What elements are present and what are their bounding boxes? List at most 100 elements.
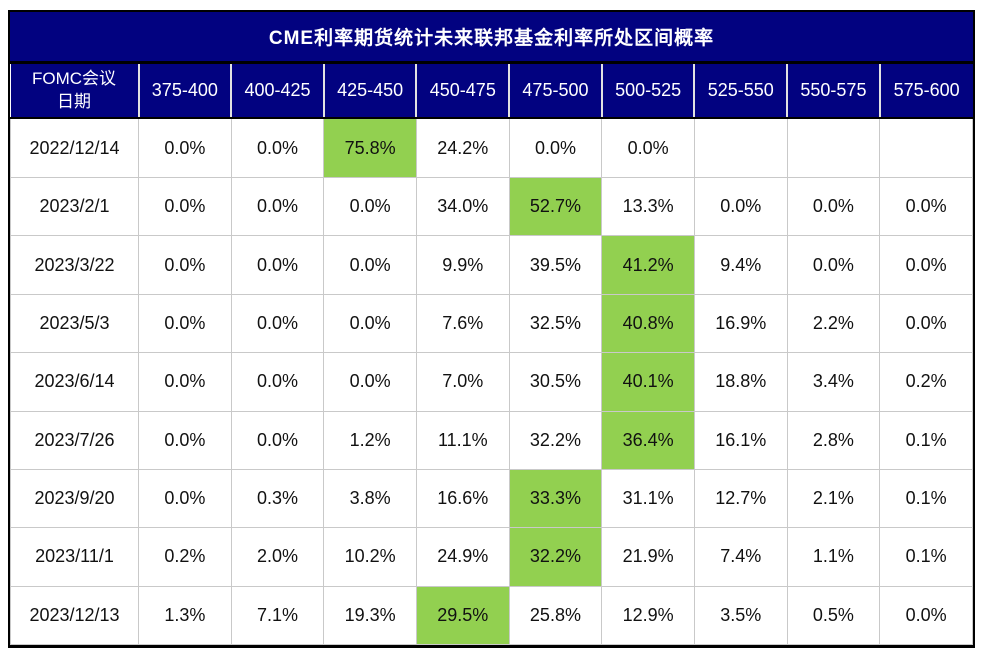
probability-cell: 0.0% [601,117,695,179]
table-row: 2023/7/26 0.0% 0.0% 1.2% 11.1% 32.2% 36.4% 16.1… [10,410,973,470]
date-cell: 2023/11/1 [10,527,139,587]
probability-cell: 7.0% [415,352,510,412]
table-body: 2022/12/14 0.0% 0.0% 75.8% 24.2% 0.0% 0.0% 2023… [10,117,973,646]
probability-cell: 32.2% [508,410,603,470]
table-row: 2023/2/1 0.0% 0.0% 0.0% 34.0% 52.7% 13.3% 0.0% 0… [10,177,973,237]
probability-cell: 2.1% [786,468,881,529]
probability-cell: 30.5% [508,352,603,412]
table-row: 2023/5/3 0.0% 0.0% 0.0% 7.6% 32.5% 40.8% 16.9% 2… [10,293,973,354]
probability-cell: 9.9% [415,235,510,295]
probability-cell [879,117,973,179]
probability-cell: 2.0% [230,527,325,587]
probability-cell: 0.0% [230,352,325,412]
probability-cell: 19.3% [323,585,417,646]
date-cell: 2023/3/22 [10,235,139,295]
probability-cell: 9.4% [693,235,788,295]
table-row: 2023/9/20 0.0% 0.3% 3.8% 16.6% 33.3% 31.1% 12.7… [10,468,973,529]
column-header-range: 450-475 [415,64,510,119]
probability-cell: 16.1% [693,410,788,470]
probability-cell: 24.9% [415,527,510,587]
probability-cell: 0.0% [323,293,417,354]
probability-cell [786,117,881,179]
probability-cell: 0.1% [879,468,973,529]
probability-cell: 0.0% [230,293,325,354]
probability-cell: 2.2% [786,293,881,354]
probability-cell: 0.0% [879,177,973,237]
table-row: 2023/12/13 1.3% 7.1% 19.3% 29.5% 25.8% 12.9% 3.… [10,585,973,646]
probability-cell-highlighted: 40.1% [601,352,695,412]
probability-cell: 0.5% [786,585,881,646]
probability-cell-highlighted: 29.5% [415,585,510,646]
column-header-range: 400-425 [230,64,324,119]
table-row: 2023/6/14 0.0% 0.0% 0.0% 7.0% 30.5% 40.1% 18.8%… [10,352,973,412]
probability-cell: 0.0% [138,117,232,179]
probability-cell: 0.0% [323,352,417,412]
probability-cell: 0.0% [138,293,232,354]
probability-cell-highlighted: 32.2% [508,527,603,587]
probability-cell: 0.0% [230,117,325,179]
probability-cell: 24.2% [415,117,510,179]
probability-cell: 11.1% [415,410,510,470]
probability-cell: 1.3% [138,585,232,646]
probability-cell: 0.0% [693,177,788,237]
date-cell: 2023/5/3 [10,293,139,354]
probability-cell: 0.0% [786,177,881,237]
probability-cell: 12.9% [601,585,695,646]
date-cell: 2023/2/1 [10,177,139,237]
date-cell: 2023/9/20 [10,468,139,529]
table-row: 2022/12/14 0.0% 0.0% 75.8% 24.2% 0.0% 0.0% [10,117,973,179]
probability-cell: 3.8% [323,468,417,529]
probability-cell: 0.0% [138,410,232,470]
column-header-fomc-date: FOMC会议 日期 [10,64,139,119]
table-header: FOMC会议 日期 375-400 400-425 425-450 450-475 475… [10,64,973,119]
column-header-range: 375-400 [137,64,232,119]
probability-cell: 0.3% [230,468,325,529]
probability-cell: 16.9% [693,293,788,354]
probability-cell: 0.0% [786,235,881,295]
probability-cell: 25.8% [508,585,603,646]
column-header-range: 550-575 [786,64,880,119]
column-header-range: 575-600 [878,64,973,119]
probability-cell: 0.0% [230,177,325,237]
probability-cell: 3.4% [786,352,881,412]
date-cell: 2023/12/13 [10,585,139,646]
probability-cell-highlighted: 52.7% [508,177,603,237]
table-title: CME利率期货统计未来联邦基金利率所处区间概率 [10,12,973,64]
column-header-range: 425-450 [322,64,417,119]
probability-cell-highlighted: 36.4% [601,410,695,470]
probability-cell [693,117,788,179]
probability-cell: 0.0% [138,177,232,237]
date-cell: 2022/12/14 [10,117,139,179]
probability-cell-highlighted: 40.8% [601,293,695,354]
probability-cell: 7.1% [230,585,325,646]
probability-cell: 0.0% [508,117,603,179]
column-header-range: 525-550 [693,64,788,119]
probability-cell: 1.2% [323,410,417,470]
probability-cell: 0.0% [323,235,417,295]
probability-cell: 0.0% [879,585,973,646]
column-header-range: 475-500 [508,64,602,119]
table-row: 2023/3/22 0.0% 0.0% 0.0% 9.9% 39.5% 41.2% 9.4% 0… [10,235,973,295]
probability-cell: 10.2% [323,527,417,587]
probability-cell: 0.1% [879,410,973,470]
probability-cell: 34.0% [415,177,510,237]
column-header-range: 500-525 [600,64,695,119]
probability-cell: 32.5% [508,293,603,354]
probability-cell: 1.1% [786,527,881,587]
probability-cell: 0.0% [230,235,325,295]
probability-table: FOMC会议 日期 375-400 400-425 425-450 450-475 475… [10,64,973,646]
probability-cell: 0.0% [138,235,232,295]
probability-cell: 7.4% [693,527,788,587]
probability-cell: 3.5% [693,585,788,646]
probability-cell: 2.8% [786,410,881,470]
header-row: FOMC会议 日期 375-400 400-425 425-450 450-475 475… [10,64,973,119]
probability-cell: 39.5% [508,235,603,295]
date-cell: 2023/7/26 [10,410,139,470]
probability-cell: 0.0% [879,293,973,354]
probability-cell: 0.1% [879,527,973,587]
probability-cell: 0.0% [138,468,232,529]
table-row: 2023/11/1 0.2% 2.0% 10.2% 24.9% 32.2% 21.9% 7.4… [10,527,973,587]
probability-cell: 21.9% [601,527,695,587]
probability-cell: 7.6% [415,293,510,354]
probability-cell: 16.6% [415,468,510,529]
